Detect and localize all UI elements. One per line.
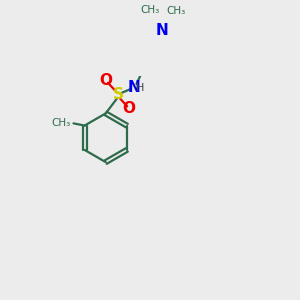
Text: CH₃: CH₃	[51, 118, 70, 128]
Text: O: O	[122, 101, 136, 116]
Text: H: H	[136, 83, 144, 93]
Text: CH₃: CH₃	[166, 7, 185, 16]
Text: N: N	[155, 23, 168, 38]
Text: S: S	[112, 87, 123, 102]
Text: N: N	[128, 80, 140, 95]
Text: O: O	[99, 73, 112, 88]
Text: CH₃: CH₃	[140, 5, 159, 15]
